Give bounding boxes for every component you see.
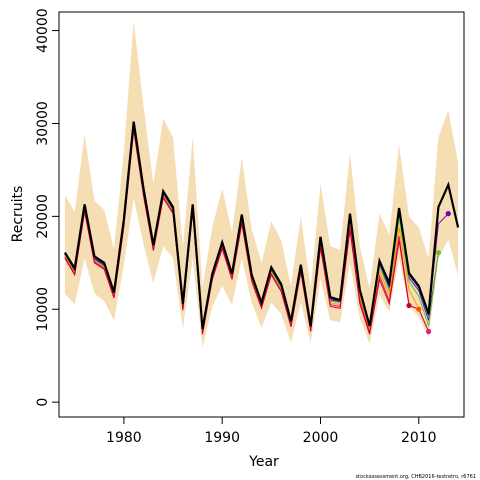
y-axis-title: Recruits (10, 186, 26, 243)
y-tick-label: 30000 (35, 101, 51, 146)
retro-endpoint-2 (435, 250, 441, 256)
retro-endpoint-4 (416, 306, 422, 312)
y-tick-label: 0 (35, 398, 51, 407)
plot-area (63, 21, 460, 348)
x-axis-title: Year (248, 454, 279, 470)
y-tick-label: 10000 (35, 287, 51, 332)
x-tick-label: 1980 (106, 430, 142, 446)
retro-endpoint-5 (426, 328, 432, 335)
y-tick-label: 40000 (35, 8, 51, 53)
main-estimate-line (63, 121, 460, 329)
retro-endpoint-3 (406, 302, 412, 309)
x-tick-label: 2010 (401, 430, 437, 446)
plot-frame (58, 11, 465, 418)
footnote: stockassessment.org, CHB2016-testretro, … (355, 474, 476, 480)
retro-endpoint-1 (445, 211, 451, 217)
y-axis: 0 10000 20000 30000 40000 (35, 8, 59, 407)
x-axis: 1980 1990 2000 2010 (106, 417, 437, 446)
x-tick-label: 2000 (303, 430, 339, 446)
confidence-band (64, 21, 459, 348)
x-tick-label: 1990 (204, 430, 240, 446)
y-tick-label: 20000 (35, 194, 51, 239)
